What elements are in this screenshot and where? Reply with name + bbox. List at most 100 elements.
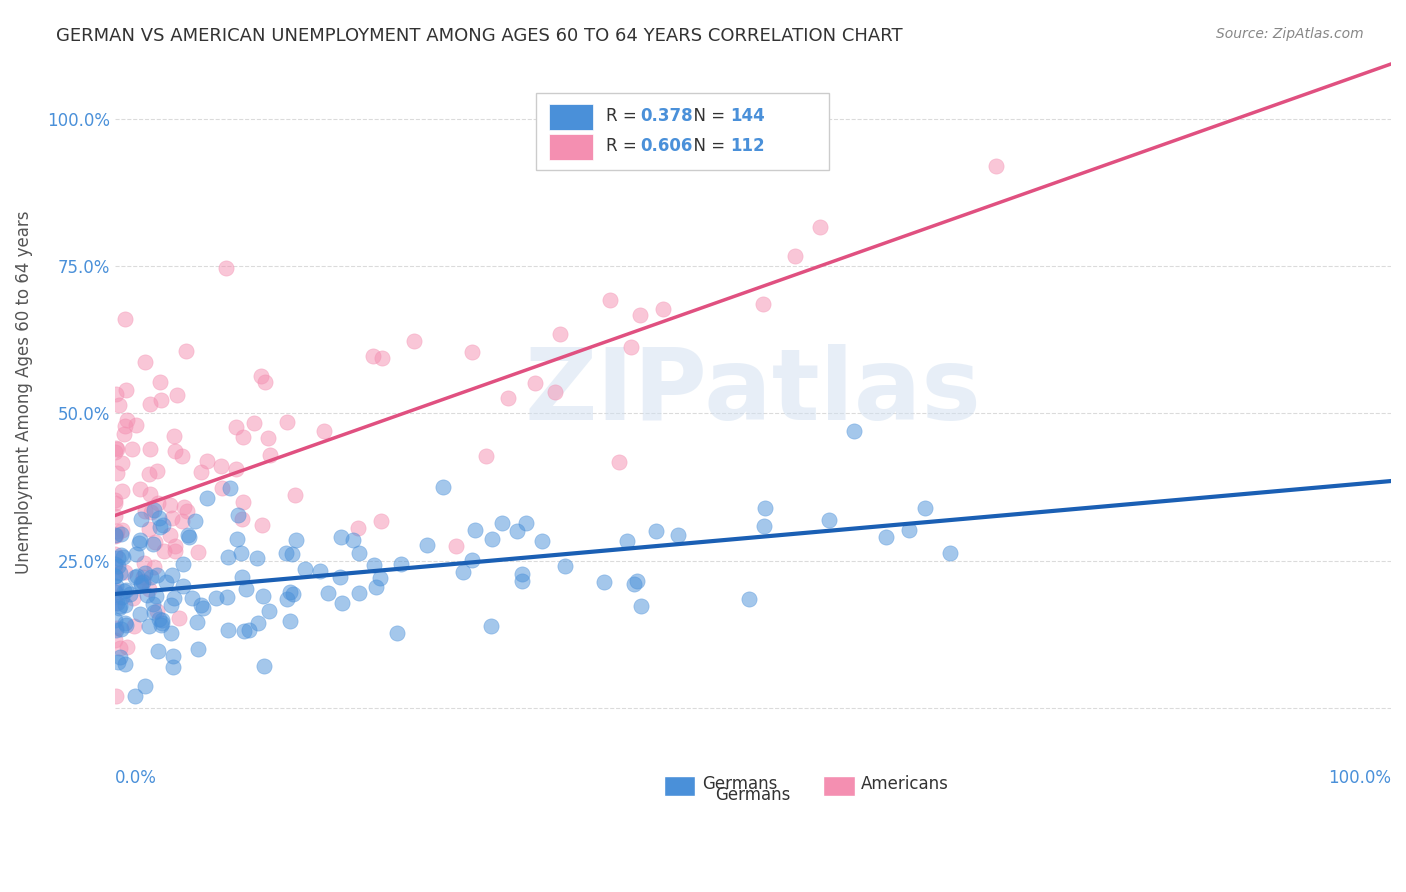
Point: [163, 591, 186, 605]
Point: [205, 591, 228, 605]
Point: [461, 345, 484, 359]
Point: [104, 569, 127, 583]
Point: [329, 570, 352, 584]
Point: [104, 445, 127, 459]
Point: [176, 504, 198, 518]
Point: [104, 528, 127, 542]
Text: R =: R =: [606, 106, 643, 125]
Point: [143, 534, 166, 549]
Point: [226, 508, 249, 522]
Point: [347, 521, 370, 535]
Point: [510, 566, 533, 581]
Point: [250, 518, 273, 533]
Point: [160, 567, 183, 582]
Point: [368, 571, 391, 585]
Point: [105, 596, 128, 610]
Point: [150, 615, 173, 630]
Point: [110, 623, 132, 637]
Point: [104, 582, 127, 597]
Point: [330, 596, 353, 610]
Point: [105, 467, 128, 481]
Text: N =: N =: [683, 136, 730, 154]
Point: [195, 454, 218, 468]
Point: [110, 548, 132, 562]
Point: [150, 392, 173, 407]
Point: [342, 533, 364, 547]
Point: [217, 624, 239, 638]
Point: [114, 583, 136, 598]
Point: [177, 528, 200, 542]
Point: [104, 387, 127, 401]
Point: [666, 528, 689, 542]
Point: [134, 504, 156, 518]
Point: [225, 462, 247, 476]
Point: [259, 448, 281, 462]
Point: [316, 585, 339, 599]
Point: [330, 531, 353, 545]
Point: [276, 592, 298, 607]
Point: [174, 343, 197, 358]
Point: [481, 619, 503, 633]
Point: [121, 442, 143, 456]
Point: [139, 442, 162, 456]
Point: [112, 426, 135, 441]
Point: [108, 398, 131, 412]
Point: [548, 326, 571, 341]
Point: [128, 536, 150, 550]
Point: [451, 565, 474, 579]
FancyBboxPatch shape: [664, 776, 696, 796]
Y-axis label: Unemployment Among Ages 60 to 64 years: Unemployment Among Ages 60 to 64 years: [15, 211, 32, 574]
Point: [138, 467, 160, 481]
Point: [243, 416, 266, 430]
Point: [148, 644, 170, 658]
Point: [172, 558, 194, 572]
Point: [129, 512, 152, 526]
Point: [125, 569, 148, 583]
Point: [148, 511, 170, 525]
Point: [461, 552, 484, 566]
Text: 100.0%: 100.0%: [1329, 769, 1391, 787]
Point: [163, 539, 186, 553]
Point: [134, 566, 156, 580]
Point: [231, 511, 253, 525]
Point: [105, 524, 128, 539]
Point: [142, 597, 165, 611]
Point: [464, 523, 486, 537]
Point: [145, 589, 167, 603]
Point: [114, 657, 136, 671]
Point: [214, 260, 236, 275]
Point: [111, 484, 134, 499]
Point: [104, 584, 127, 599]
Point: [124, 570, 146, 584]
Point: [162, 649, 184, 664]
Text: R =: R =: [606, 136, 643, 154]
Point: [124, 690, 146, 704]
Point: [187, 642, 209, 657]
Point: [186, 615, 208, 629]
Point: [481, 533, 503, 547]
Point: [110, 566, 132, 581]
Point: [105, 623, 128, 637]
Point: [225, 419, 247, 434]
Point: [135, 588, 157, 602]
Point: [914, 501, 936, 516]
Point: [112, 583, 135, 598]
Point: [104, 590, 127, 604]
FancyBboxPatch shape: [536, 93, 830, 169]
Point: [122, 591, 145, 605]
Point: [104, 568, 127, 582]
Point: [278, 584, 301, 599]
Point: [444, 540, 467, 554]
Point: [738, 591, 761, 606]
Point: [177, 530, 200, 544]
Point: [125, 547, 148, 561]
Point: [131, 574, 153, 589]
Point: [152, 613, 174, 627]
Point: [209, 459, 232, 474]
Point: [257, 604, 280, 618]
Point: [165, 444, 187, 458]
Point: [385, 626, 408, 640]
Point: [875, 530, 897, 544]
Point: [506, 524, 529, 538]
Point: [253, 659, 276, 673]
